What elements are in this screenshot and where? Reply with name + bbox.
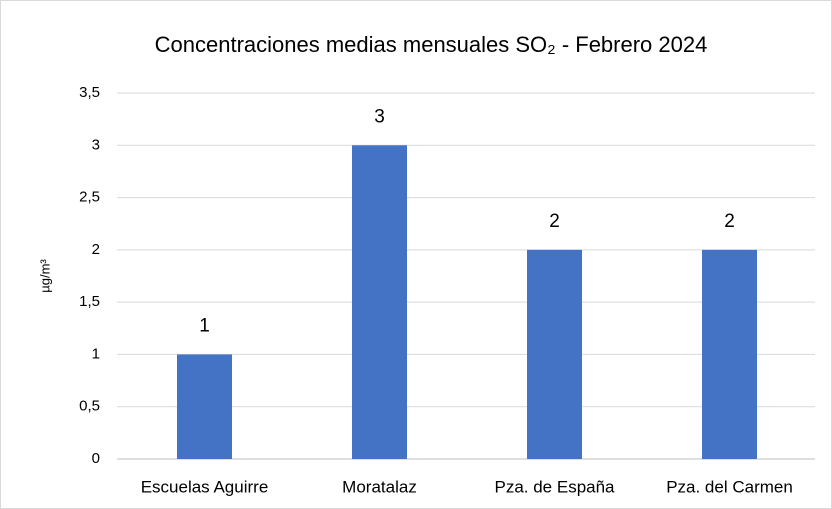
y-tick-label: 2,5	[79, 189, 100, 206]
data-label: 1	[199, 315, 210, 336]
bar	[352, 145, 407, 460]
bar	[527, 249, 582, 459]
chart-title: Concentraciones medias mensuales SO₂ - F…	[155, 32, 708, 57]
x-tick-label: Pza. de España	[494, 477, 615, 496]
y-tick-label: 0,5	[79, 398, 100, 415]
x-tick-label: Moratalaz	[342, 477, 417, 496]
y-axis-label: µg/m³	[37, 259, 52, 293]
x-tick-label: Escuelas Aguirre	[141, 477, 269, 496]
y-tick-label: 0	[92, 450, 100, 467]
bar	[702, 249, 757, 459]
y-tick-label: 2	[92, 241, 100, 258]
y-tick-label: 1	[92, 345, 100, 362]
y-tick-label: 3,5	[79, 84, 100, 101]
y-tick-label: 1,5	[79, 293, 100, 310]
bar	[177, 354, 232, 459]
y-tick-label: 3	[92, 136, 100, 153]
data-label: 3	[374, 106, 385, 127]
data-label: 2	[724, 211, 735, 232]
x-tick-label: Pza. del Carmen	[666, 477, 793, 496]
data-label: 2	[549, 211, 560, 232]
